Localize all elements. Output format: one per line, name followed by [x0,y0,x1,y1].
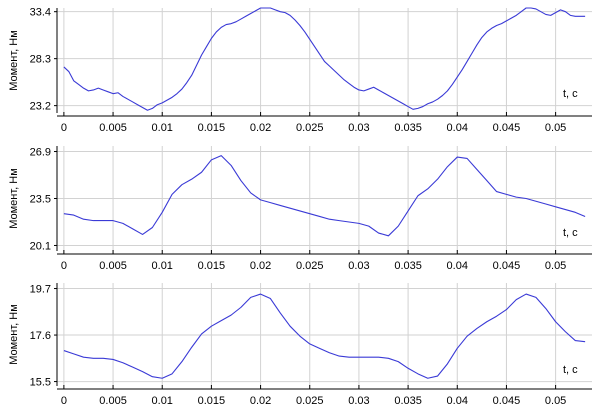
x-axis-label: t, c [563,364,578,376]
x-tick-label: 0.05 [545,122,566,134]
plot-area [57,283,592,386]
y-tick-label: 33.4 [30,7,51,19]
x-tick-label: 0 [61,395,67,407]
x-tick-label: 0.02 [250,260,271,272]
chart-panel-2: 26.9 23.5 20.1 0 0.005 0.01 0.015 0.02 0.025 0.03… [8,146,592,272]
y-tick-label: 26.9 [30,147,51,159]
x-tick-label: 0.015 [198,260,226,272]
series-line [63,293,586,379]
y-tick-label: 28.3 [30,54,51,66]
x-tick-label: 0.035 [394,395,422,407]
x-tick-label: 0.025 [296,260,324,272]
y-tick-label: 23.2 [30,101,51,113]
y-axis-label: Момент, Нм [8,168,20,229]
x-tick-label: 0.01 [152,395,173,407]
x-tick-label: 0.005 [99,395,127,407]
x-tick-label: 0.005 [99,122,127,134]
y-tick-label: 19.7 [30,284,51,296]
x-axis-label: t, c [563,227,578,239]
x-tick-label: 0.01 [152,122,173,134]
x-tick-label: 0.005 [99,260,127,272]
x-tick-label: 0.04 [447,395,468,407]
series-line [63,7,586,111]
x-tick-label: 0.045 [493,260,521,272]
x-tick-label: 0.04 [447,122,468,134]
x-tick-label: 0.015 [198,395,226,407]
y-tick-label: 20.1 [30,240,51,252]
y-axis-label: Момент, Нм [8,304,20,365]
chart-panel-1: 33.4 28.3 23.2 0 0.005 0.01 0.015 0.02 0.025 0.03… [8,7,592,134]
x-tick-label: 0.03 [348,260,369,272]
x-tick-label: 0.04 [447,260,468,272]
x-tick-label: 0.01 [152,260,173,272]
x-tick-label: 0 [61,122,67,134]
y-tick-label: 23.5 [30,194,51,206]
y-axis-label: Момент, Нм [8,30,20,91]
x-tick-label: 0.05 [545,395,566,407]
x-tick-label: 0.02 [250,122,271,134]
chart-panel-3: 19.7 17.6 15.5 0 0.005 0.01 0.015 0.02 0.025 0.03… [8,283,592,407]
x-tick-label: 0.05 [545,260,566,272]
x-tick-label: 0.02 [250,395,271,407]
y-tick-label: 17.6 [30,330,51,342]
x-tick-label: 0.035 [394,260,422,272]
x-tick-label: 0.03 [348,395,369,407]
x-axis-label: t, c [563,88,578,100]
x-tick-label: 0.025 [296,395,324,407]
x-tick-label: 0.03 [348,122,369,134]
x-tick-label: 0.045 [493,122,521,134]
series-line [63,155,586,237]
y-tick-label: 15.5 [30,377,51,389]
x-tick-label: 0 [61,260,67,272]
x-tick-label: 0.025 [296,122,324,134]
x-tick-label: 0.035 [394,122,422,134]
x-tick-label: 0.045 [493,395,521,407]
x-tick-label: 0.015 [198,122,226,134]
